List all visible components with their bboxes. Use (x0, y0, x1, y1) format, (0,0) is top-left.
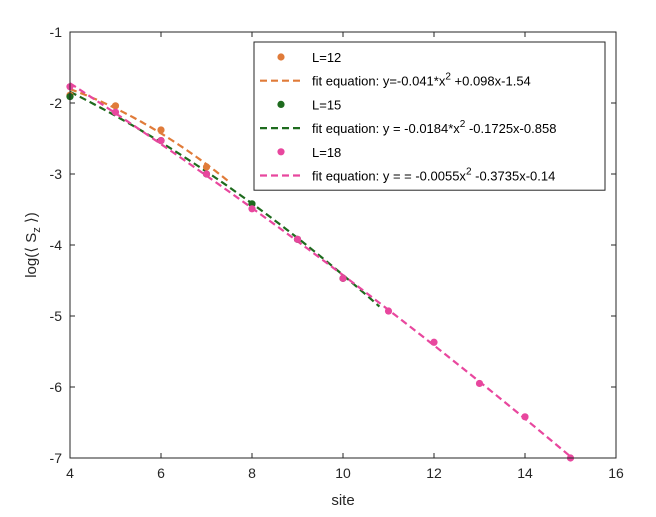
fit-line-3 (69, 90, 381, 308)
legend-marker (277, 100, 285, 108)
x-tick-label: 12 (426, 465, 442, 481)
legend-box (253, 41, 606, 191)
fit-line-1 (69, 88, 230, 183)
data-point-4 (384, 307, 393, 315)
data-point-0 (202, 163, 211, 171)
x-tick-label: 16 (608, 465, 624, 481)
legend-label: fit equation: y = = -0.0055x2 -0.3735x-0… (312, 167, 555, 184)
data-point-4 (293, 235, 302, 243)
fit-line-5 (69, 82, 572, 458)
y-tick-label: -1 (50, 24, 63, 40)
data-point-0 (111, 102, 120, 110)
data-point-2 (248, 200, 256, 208)
y-axis-label: log(⟨ Sz ⟩) (23, 212, 43, 278)
data-point-4 (111, 108, 120, 116)
x-tick-label: 6 (157, 465, 165, 481)
x-tick-label: 10 (335, 465, 351, 481)
data-point-4 (339, 274, 347, 282)
x-tick-label: 4 (66, 465, 74, 481)
legend-label: L=12 (312, 50, 341, 65)
data-point-4 (202, 170, 211, 178)
x-tick-label: 8 (248, 465, 256, 481)
data-point-4 (248, 205, 256, 213)
x-axis-ticks: 4 6 8 10 12 14 16 (66, 32, 624, 481)
data-point-4 (430, 338, 438, 346)
y-tick-label: -6 (50, 379, 63, 395)
y-tick-label: -7 (50, 450, 63, 466)
y-tick-label: -3 (50, 166, 63, 182)
x-axis-label: site (331, 492, 354, 509)
y-tick-label: -2 (50, 95, 63, 111)
legend-marker (277, 53, 285, 61)
x-tick-label: 14 (517, 465, 533, 481)
y-axis-ticks: -1 -2 -3 -4 -5 -6 -7 (50, 24, 616, 466)
data-point-4 (475, 379, 484, 388)
legend-label: fit equation: y=-0.041*x2 +0.098x-1.54 (312, 72, 531, 89)
legend: L=12 fit equation: y=-0.041*x2 +0.098x-1.… (253, 41, 606, 191)
y-tick-label: -5 (50, 308, 63, 324)
y-tick-label: -4 (50, 237, 63, 253)
legend-label: L=18 (312, 145, 341, 160)
data-point-0 (157, 126, 165, 134)
legend-label: L=15 (312, 97, 341, 112)
data-point-4 (521, 413, 529, 421)
legend-label: fit equation: y = -0.0184*x2 -0.1725x-0.… (312, 119, 556, 136)
series-layer (66, 82, 575, 462)
legend-marker (277, 148, 285, 156)
data-point-4 (157, 137, 165, 145)
